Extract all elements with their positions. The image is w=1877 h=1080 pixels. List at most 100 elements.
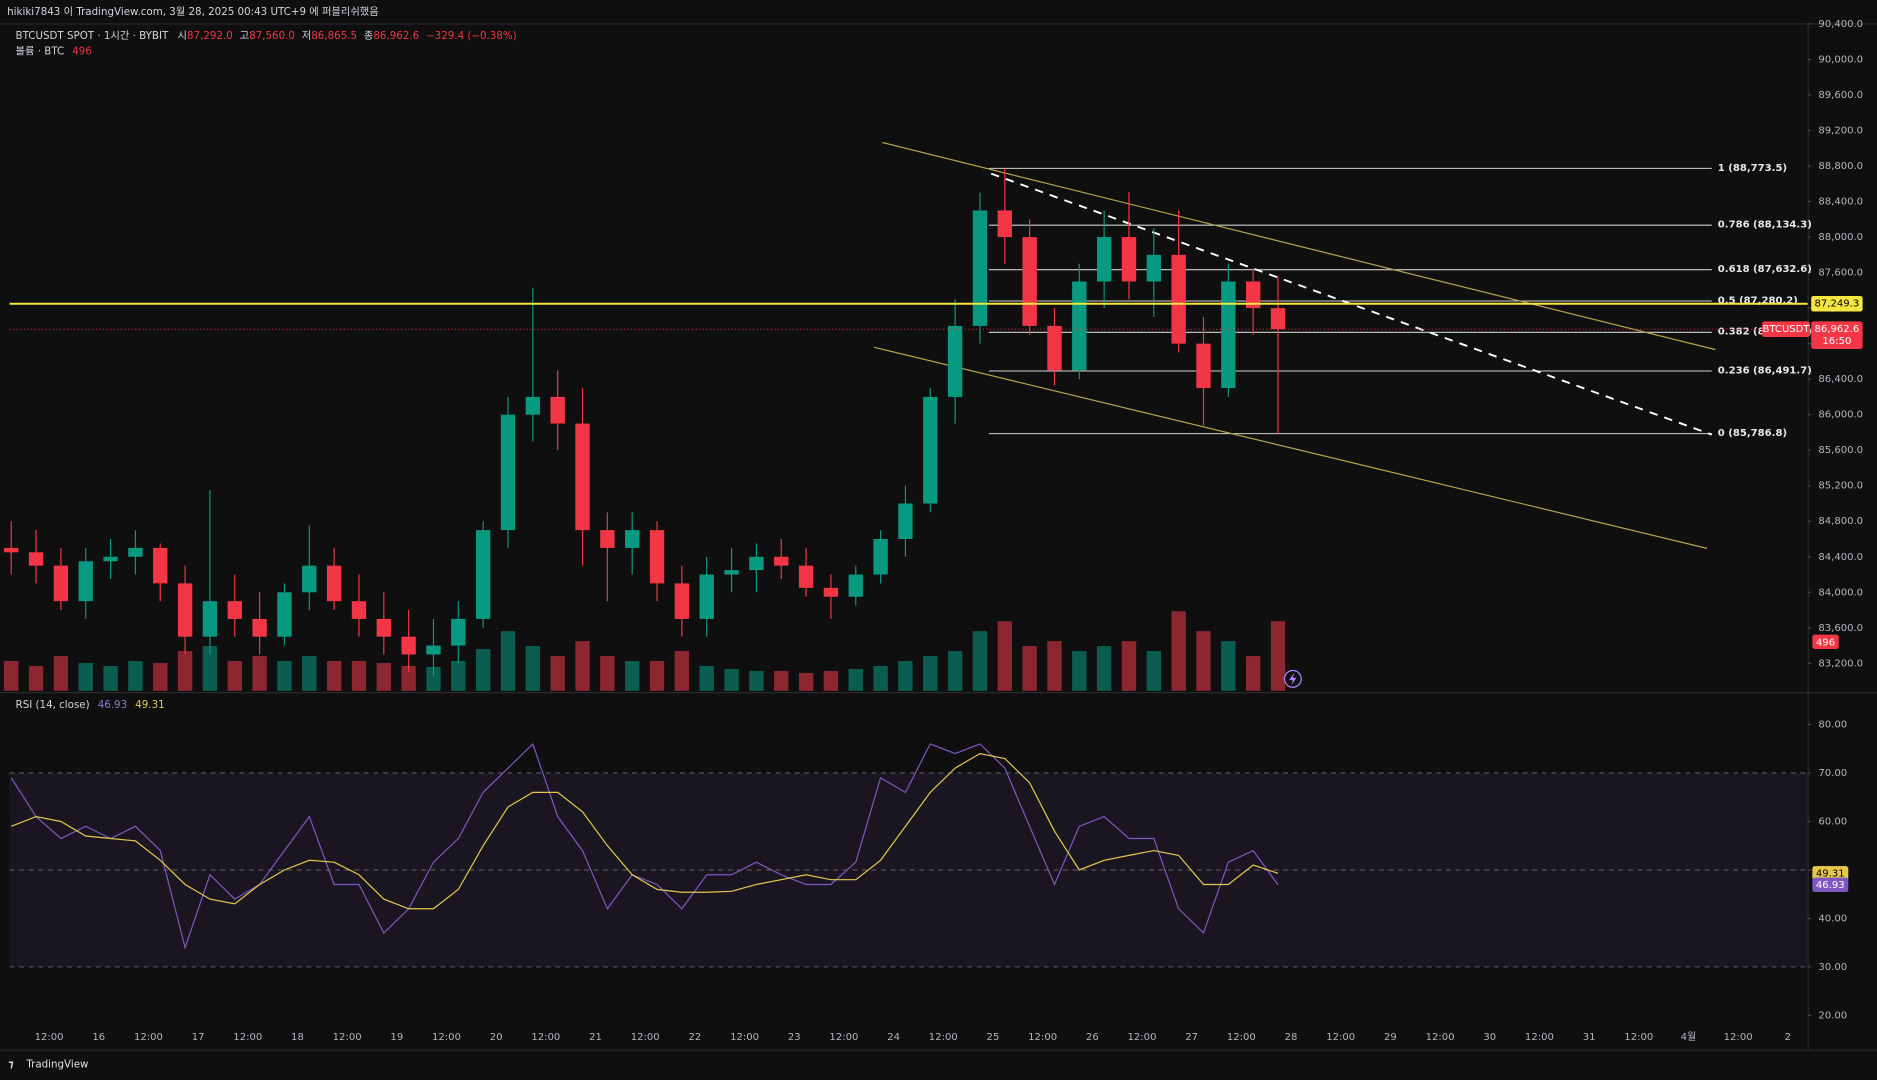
volume-bar bbox=[277, 661, 292, 691]
volume-bar bbox=[302, 656, 317, 691]
legend-line: BTCUSDT SPOT · 1시간 · BYBIT 시87,292.0 고87… bbox=[16, 30, 517, 42]
candle-body bbox=[625, 530, 640, 548]
volume-bar bbox=[525, 646, 541, 691]
volume-bar bbox=[227, 661, 242, 691]
volume-tag-bg bbox=[1812, 634, 1839, 649]
volume-bar bbox=[1047, 641, 1062, 691]
ohlc-value: 86,865.5 bbox=[311, 30, 357, 42]
volume-bar bbox=[575, 641, 590, 691]
volume-bar bbox=[798, 672, 814, 691]
change: −329.4 (−0.38%) bbox=[426, 30, 517, 42]
y-tick-label: 84,800.0 bbox=[1818, 516, 1863, 527]
x-tick-label: 12:00 bbox=[1724, 1032, 1753, 1043]
candle-body bbox=[550, 396, 565, 424]
y-tick-label: 70.00 bbox=[1818, 768, 1847, 779]
volume-bar bbox=[326, 661, 342, 691]
y-tick-label: 89,200.0 bbox=[1818, 126, 1863, 137]
candle-body bbox=[78, 561, 93, 602]
volume-value: 496 bbox=[72, 45, 92, 57]
candle-body bbox=[326, 565, 342, 602]
volume-bar bbox=[724, 668, 739, 691]
fib-label: 0.236 (86,491.7) bbox=[1718, 365, 1812, 376]
x-tick-label: 2 bbox=[1785, 1032, 1791, 1043]
volume-bar bbox=[823, 670, 839, 691]
rsi-line bbox=[10, 742, 1279, 950]
candle-body bbox=[774, 556, 789, 566]
brand: TradingView bbox=[25, 1058, 88, 1070]
candle-body bbox=[153, 547, 168, 584]
volume-bar bbox=[451, 661, 466, 691]
candle-body bbox=[4, 547, 19, 553]
x-tick-label: 12:00 bbox=[929, 1032, 958, 1043]
y-tick-label: 88,400.0 bbox=[1818, 197, 1863, 208]
candle-body bbox=[202, 601, 218, 637]
volume-bar bbox=[475, 649, 491, 691]
candle-body bbox=[351, 601, 367, 619]
x-tick-label: 12:00 bbox=[1326, 1032, 1355, 1043]
volume-bar bbox=[252, 656, 267, 691]
candle-body bbox=[873, 539, 888, 575]
volume-bar bbox=[500, 631, 516, 691]
candle-body bbox=[749, 556, 764, 571]
ohlc-key: 고 bbox=[240, 30, 249, 42]
rsi-tag-bg bbox=[1812, 877, 1849, 893]
volume-bar bbox=[997, 621, 1012, 691]
candle-body bbox=[1171, 254, 1186, 344]
candle-body bbox=[227, 601, 242, 619]
candle-body bbox=[972, 210, 988, 326]
candle-body bbox=[848, 574, 863, 597]
fib-label: 0.5 (87,280.2) bbox=[1718, 295, 1798, 306]
volume-bar bbox=[848, 668, 863, 691]
candle-body bbox=[724, 570, 739, 575]
candle-body bbox=[177, 583, 193, 637]
x-tick-label: 16 bbox=[92, 1032, 105, 1043]
y-tick-label: 84,000.0 bbox=[1818, 587, 1863, 598]
candle-body bbox=[798, 565, 814, 588]
candle-body bbox=[401, 636, 416, 655]
upper-channel-line bbox=[882, 141, 1716, 351]
y-tick-label: 86,400.0 bbox=[1818, 374, 1863, 385]
y-tick-label: 89,600.0 bbox=[1818, 90, 1863, 101]
volume-bar bbox=[351, 661, 367, 691]
rsi-line bbox=[11, 752, 1279, 910]
volume-bar bbox=[699, 665, 714, 691]
x-tick-label: 12:00 bbox=[531, 1032, 560, 1043]
x-tick-label: 23 bbox=[788, 1032, 801, 1043]
volume-bar bbox=[128, 661, 143, 691]
event-icon[interactable] bbox=[1283, 669, 1302, 688]
ohlc-value: 86,962.6 bbox=[373, 30, 419, 42]
rsi-tag-bg bbox=[1812, 866, 1849, 881]
fib-label: 0 (85,786.8) bbox=[1718, 428, 1787, 439]
y-tick-label: 20.00 bbox=[1818, 1010, 1847, 1021]
candle-body bbox=[1146, 254, 1162, 282]
volume-bar bbox=[1270, 621, 1286, 691]
candle-body bbox=[451, 618, 466, 646]
volume-bar bbox=[28, 665, 44, 691]
y-tick-label: 86,000.0 bbox=[1818, 410, 1863, 421]
publish-note: hikiki7843 이 TradingView.com, 3월 28, 202… bbox=[7, 6, 379, 18]
volume-bar bbox=[1221, 641, 1236, 691]
volume-bar bbox=[376, 662, 391, 691]
rsi-title: RSI (14, close) bbox=[16, 699, 90, 711]
candle-body bbox=[649, 530, 665, 584]
y-tick-label: 83,200.0 bbox=[1818, 658, 1863, 669]
volume-bar bbox=[103, 665, 118, 691]
volume-bar bbox=[1022, 646, 1037, 691]
candle-body bbox=[1121, 237, 1137, 282]
candle-body bbox=[103, 556, 118, 562]
fib-label: 1 (88,773.5) bbox=[1718, 163, 1787, 174]
candle-body bbox=[923, 396, 938, 504]
price-tag: 87,249.3 bbox=[1815, 299, 1860, 310]
candle-body bbox=[128, 547, 143, 557]
y-tick-label: 85,200.0 bbox=[1818, 481, 1863, 492]
candle-body bbox=[1096, 237, 1112, 282]
volume-bar bbox=[1245, 656, 1261, 691]
candle-body bbox=[699, 574, 714, 619]
x-tick-label: 12:00 bbox=[1028, 1032, 1057, 1043]
ohlc-value: 87,560.0 bbox=[249, 30, 295, 42]
volume-bar bbox=[972, 631, 988, 691]
x-tick-label: 17 bbox=[192, 1032, 205, 1043]
symbol-tag: BTCUSDT bbox=[1762, 324, 1810, 335]
volume-bar bbox=[873, 665, 888, 691]
